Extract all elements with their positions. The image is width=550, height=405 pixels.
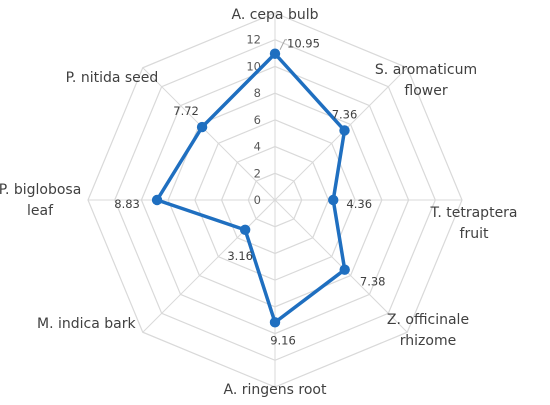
series-marker (196, 121, 208, 133)
category-label: P. nitida seed (66, 70, 159, 86)
category-label: Z. officinale rhizome (387, 312, 469, 349)
data-label: 3.16 (227, 249, 253, 263)
category-label-line: Z. officinale (387, 312, 469, 328)
category-label: A. ringens root (224, 382, 327, 398)
series-marker (151, 194, 163, 206)
category-label: S. aromaticum flower (375, 62, 477, 99)
series-marker (328, 194, 339, 206)
data-label: 7.36 (332, 107, 358, 121)
tick-label: 2 (254, 166, 261, 180)
series-marker (269, 317, 281, 328)
radar-series (151, 48, 350, 328)
tick-label: 8 (254, 86, 261, 100)
tick-label: 4 (254, 140, 261, 154)
series-marker (339, 125, 350, 136)
data-label: 8.83 (114, 197, 140, 211)
category-label-line: T. tetraptera (429, 205, 517, 221)
category-label-line: P. biglobosa (0, 182, 81, 198)
series-line (155, 51, 347, 325)
category-label-line: rhizome (400, 333, 456, 349)
category-label: M. indica bark (37, 316, 136, 332)
tick-label: 12 (246, 33, 261, 47)
data-label: 7.38 (360, 275, 386, 289)
data-label: 10.95 (287, 37, 320, 51)
series-marker (269, 48, 281, 59)
series-marker (239, 224, 251, 236)
category-label-line: flower (404, 83, 447, 99)
category-label: A. cepa bulb (232, 7, 319, 23)
category-label: P. biglobosa leaf (0, 182, 81, 219)
category-label: T. tetraptera fruit (429, 205, 517, 242)
grid-spoke (142, 67, 276, 201)
data-label: 4.36 (346, 197, 372, 211)
category-label-line: fruit (460, 226, 489, 242)
data-label: 9.16 (270, 333, 296, 347)
category-label-line: S. aromaticum (375, 62, 477, 78)
tick-label: 0 (254, 193, 261, 207)
radar-data-labels: 10.95 7.36 4.36 7.38 9.16 3.16 8.83 7.72 (114, 37, 385, 348)
radar-grid (87, 12, 463, 388)
radar-category-labels: A. cepa bulb S. aromaticum flower T. tetrap… (0, 7, 518, 398)
category-label-line: leaf (27, 203, 54, 219)
data-label-leader (279, 39, 287, 50)
tick-label: 6 (254, 113, 261, 127)
grid-spoke (142, 199, 276, 333)
data-label: 7.72 (173, 104, 199, 118)
series-marker (339, 264, 350, 275)
